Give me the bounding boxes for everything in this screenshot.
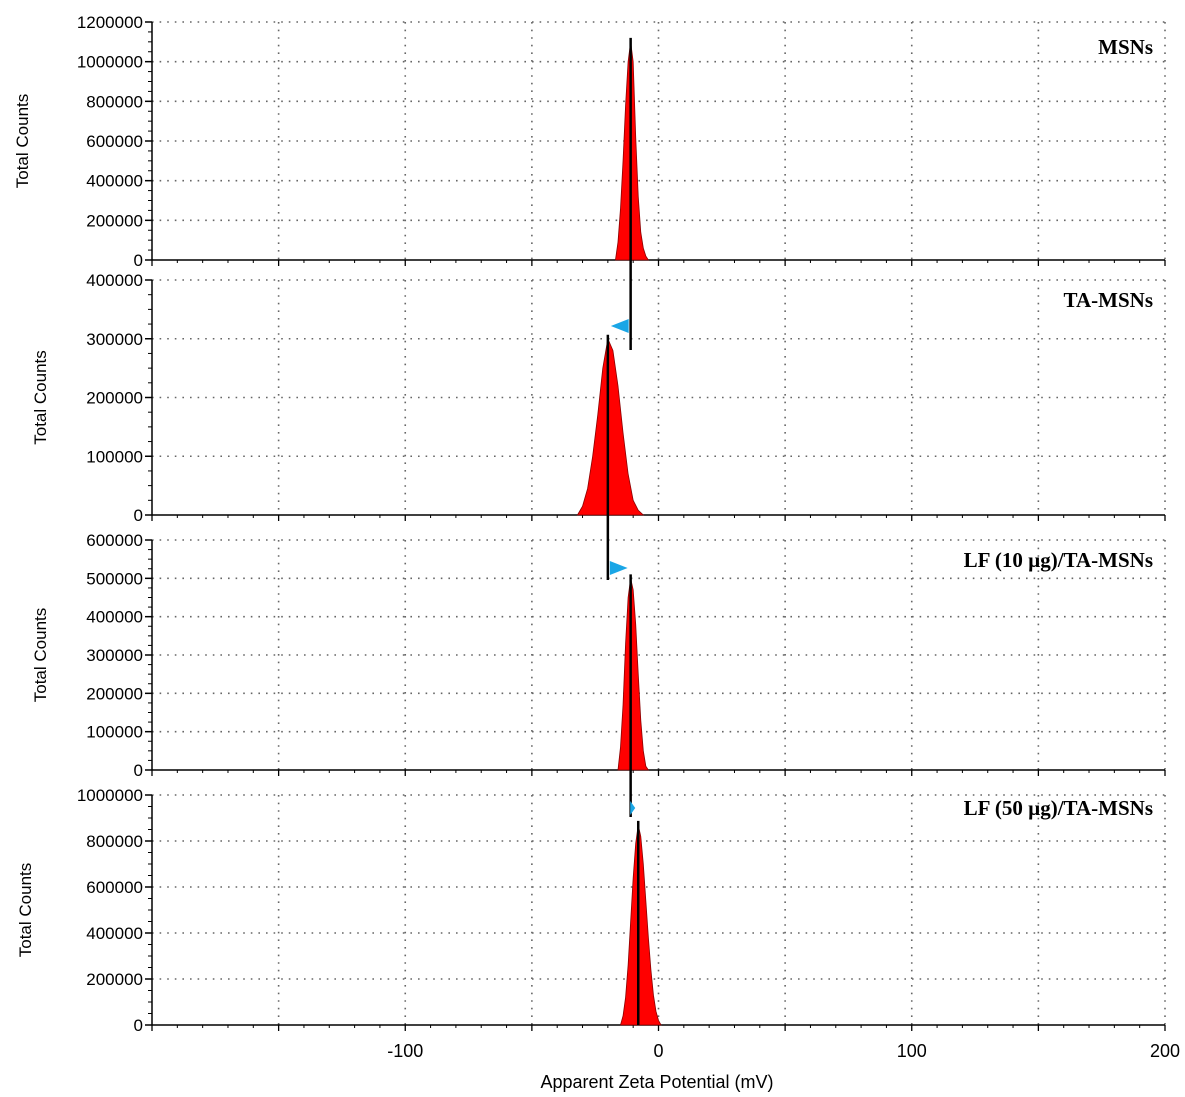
y-tick-label: 300000 <box>86 330 143 349</box>
y-tick-label: 100000 <box>86 447 143 466</box>
panel-label: TA-MSNs <box>1064 288 1153 312</box>
y-tick-label: 200000 <box>86 211 143 230</box>
y-tick-label: 0 <box>134 761 143 780</box>
y-tick-label: 200000 <box>86 389 143 408</box>
y-axis-label: Total Counts <box>16 863 35 958</box>
y-tick-label: 300000 <box>86 646 143 665</box>
panel-label: MSNs <box>1098 35 1153 59</box>
panel-label: LF (50 µg)/TA-MSNs <box>964 796 1153 820</box>
x-tick-label: 100 <box>897 1041 927 1061</box>
y-axis-label: Total Counts <box>13 94 32 189</box>
y-tick-label: 200000 <box>86 970 143 989</box>
x-axis-title: Apparent Zeta Potential (mV) <box>540 1072 773 1092</box>
y-tick-label: 400000 <box>86 924 143 943</box>
y-tick-label: 600000 <box>86 132 143 151</box>
y-axis-label: Total Counts <box>31 350 50 445</box>
shift-arrow <box>610 319 629 333</box>
distribution-area <box>617 578 650 771</box>
y-tick-label: 1200000 <box>77 13 143 32</box>
y-tick-label: 200000 <box>86 684 143 703</box>
y-tick-label: 400000 <box>86 271 143 290</box>
y-tick-label: 1000000 <box>77 786 143 805</box>
y-tick-label: 400000 <box>86 608 143 627</box>
distribution-area <box>576 337 645 516</box>
x-tick-label: 200 <box>1150 1041 1180 1061</box>
x-tick-label: 0 <box>653 1041 663 1061</box>
y-tick-label: 0 <box>134 506 143 525</box>
y-tick-label: 800000 <box>86 832 143 851</box>
y-tick-label: 0 <box>134 1016 143 1035</box>
y-tick-label: 600000 <box>86 531 143 550</box>
panel-label: LF (10 µg)/TA-MSNs <box>964 548 1153 572</box>
y-tick-label: 800000 <box>86 92 143 111</box>
shift-arrow <box>609 561 628 575</box>
distribution-area <box>619 824 662 1026</box>
y-tick-label: 600000 <box>86 878 143 897</box>
y-axis-label: Total Counts <box>31 608 50 703</box>
y-tick-label: 500000 <box>86 569 143 588</box>
y-tick-label: 1000000 <box>77 53 143 72</box>
distribution-area <box>614 41 650 261</box>
y-tick-label: 100000 <box>86 723 143 742</box>
shift-arrow <box>630 801 636 815</box>
x-tick-label: -100 <box>387 1041 423 1061</box>
y-tick-label: 0 <box>134 251 143 270</box>
y-tick-label: 400000 <box>86 172 143 191</box>
